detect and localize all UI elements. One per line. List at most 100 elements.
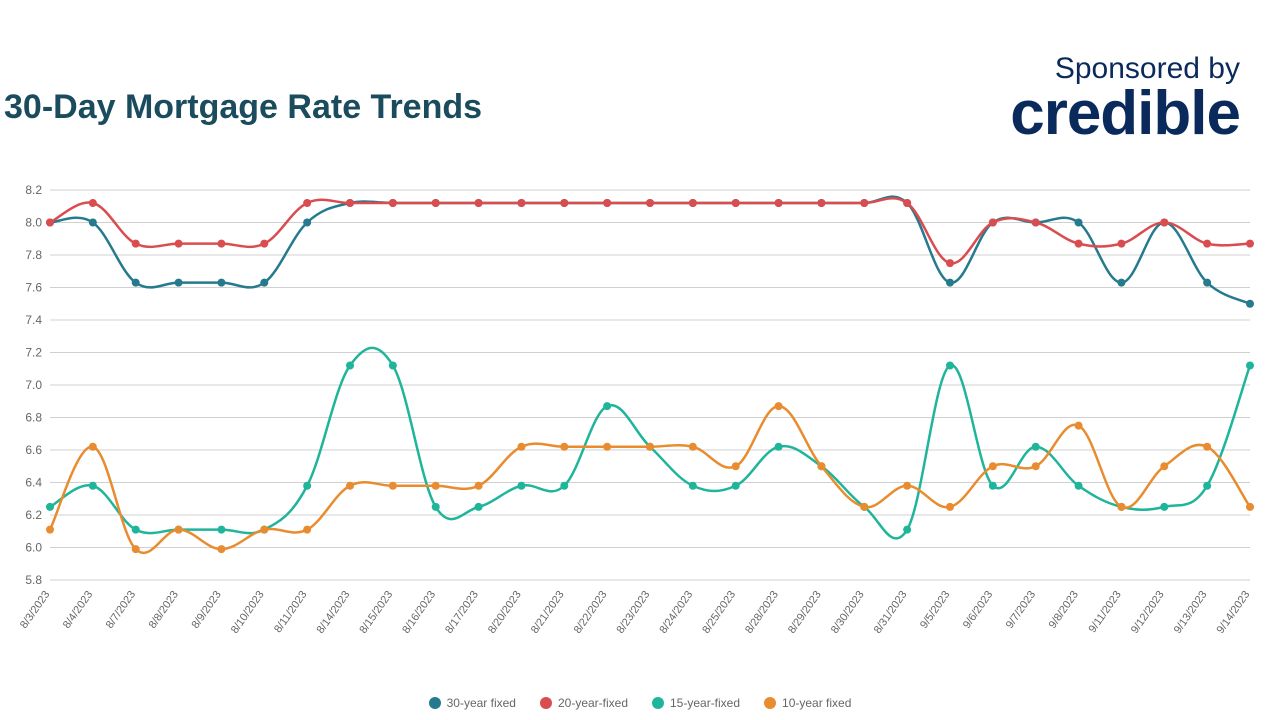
- data-point: [217, 526, 225, 534]
- data-point: [903, 526, 911, 534]
- data-point: [89, 219, 97, 227]
- data-point: [560, 482, 568, 490]
- data-point: [775, 402, 783, 410]
- data-point: [1117, 240, 1125, 248]
- x-tick-label: 9/13/2023: [1172, 589, 1210, 636]
- legend-label: 30-year fixed: [447, 696, 516, 710]
- data-point: [432, 482, 440, 490]
- data-point: [132, 240, 140, 248]
- data-point: [946, 362, 954, 370]
- y-tick-label: 6.8: [25, 411, 42, 425]
- data-point: [603, 402, 611, 410]
- data-point: [517, 482, 525, 490]
- data-point: [46, 503, 54, 511]
- data-point: [989, 482, 997, 490]
- x-tick-label: 9/8/2023: [1047, 589, 1081, 631]
- y-tick-label: 6.2: [25, 508, 42, 522]
- data-point: [646, 443, 654, 451]
- x-tick-label: 8/21/2023: [529, 589, 567, 636]
- data-point: [1246, 240, 1254, 248]
- data-point: [1032, 462, 1040, 470]
- data-point: [517, 443, 525, 451]
- data-point: [1203, 240, 1211, 248]
- x-tick-label: 9/12/2023: [1129, 589, 1167, 636]
- x-tick-label: 8/28/2023: [743, 589, 781, 636]
- data-point: [217, 279, 225, 287]
- legend-label: 10-year fixed: [782, 696, 851, 710]
- data-point: [303, 526, 311, 534]
- data-point: [775, 199, 783, 207]
- x-tick-label: 8/17/2023: [443, 589, 481, 636]
- data-point: [260, 279, 268, 287]
- data-point: [89, 482, 97, 490]
- data-point: [1075, 240, 1083, 248]
- y-tick-label: 7.8: [25, 248, 42, 262]
- data-point: [475, 503, 483, 511]
- data-point: [903, 482, 911, 490]
- legend-dot-icon: [764, 697, 776, 709]
- data-point: [1117, 503, 1125, 511]
- data-point: [260, 240, 268, 248]
- data-point: [689, 199, 697, 207]
- data-point: [1246, 362, 1254, 370]
- data-point: [1203, 279, 1211, 287]
- data-point: [689, 443, 697, 451]
- data-point: [432, 503, 440, 511]
- data-point: [946, 259, 954, 267]
- data-point: [903, 199, 911, 207]
- x-tick-label: 8/23/2023: [615, 589, 653, 636]
- data-point: [475, 199, 483, 207]
- data-point: [89, 443, 97, 451]
- data-point: [303, 219, 311, 227]
- x-tick-label: 8/14/2023: [315, 589, 353, 636]
- y-tick-label: 7.0: [25, 378, 42, 392]
- x-tick-label: 8/10/2023: [229, 589, 267, 636]
- data-point: [817, 199, 825, 207]
- y-tick-label: 7.6: [25, 281, 42, 295]
- data-point: [260, 526, 268, 534]
- data-point: [560, 199, 568, 207]
- data-point: [432, 199, 440, 207]
- x-tick-label: 8/9/2023: [189, 589, 223, 631]
- data-point: [946, 279, 954, 287]
- x-tick-label: 9/7/2023: [1004, 589, 1038, 631]
- data-point: [989, 219, 997, 227]
- x-tick-label: 8/11/2023: [272, 589, 309, 635]
- data-point: [46, 219, 54, 227]
- legend-item: 30-year fixed: [429, 696, 516, 710]
- data-point: [46, 526, 54, 534]
- data-point: [346, 482, 354, 490]
- x-tick-label: 8/4/2023: [61, 589, 95, 631]
- chart-container: 5.86.06.26.46.66.87.07.27.47.67.88.08.2 …: [10, 180, 1260, 680]
- data-point: [560, 443, 568, 451]
- data-point: [860, 503, 868, 511]
- data-point: [132, 526, 140, 534]
- y-tick-label: 8.0: [25, 216, 42, 230]
- legend-item: 15-year-fixed: [652, 696, 740, 710]
- data-point: [689, 482, 697, 490]
- data-point: [860, 199, 868, 207]
- y-tick-label: 5.8: [25, 573, 42, 587]
- data-point: [603, 443, 611, 451]
- data-point: [475, 482, 483, 490]
- data-point: [389, 199, 397, 207]
- x-tick-label: 8/31/2023: [872, 589, 910, 636]
- data-point: [1075, 422, 1083, 430]
- data-point: [89, 199, 97, 207]
- data-point: [817, 462, 825, 470]
- x-tick-label: 8/24/2023: [657, 589, 695, 636]
- data-point: [732, 482, 740, 490]
- legend-item: 20-year-fixed: [540, 696, 628, 710]
- x-tick-label: 8/20/2023: [486, 589, 524, 636]
- x-tick-label: 8/16/2023: [400, 589, 438, 636]
- legend-label: 20-year-fixed: [558, 696, 628, 710]
- x-tick-label: 9/5/2023: [918, 589, 952, 631]
- legend-dot-icon: [652, 697, 664, 709]
- data-point: [346, 199, 354, 207]
- data-point: [175, 240, 183, 248]
- sponsor-logo: credible: [1010, 86, 1240, 142]
- data-point: [217, 240, 225, 248]
- data-point: [1160, 462, 1168, 470]
- data-point: [1203, 482, 1211, 490]
- legend-label: 15-year-fixed: [670, 696, 740, 710]
